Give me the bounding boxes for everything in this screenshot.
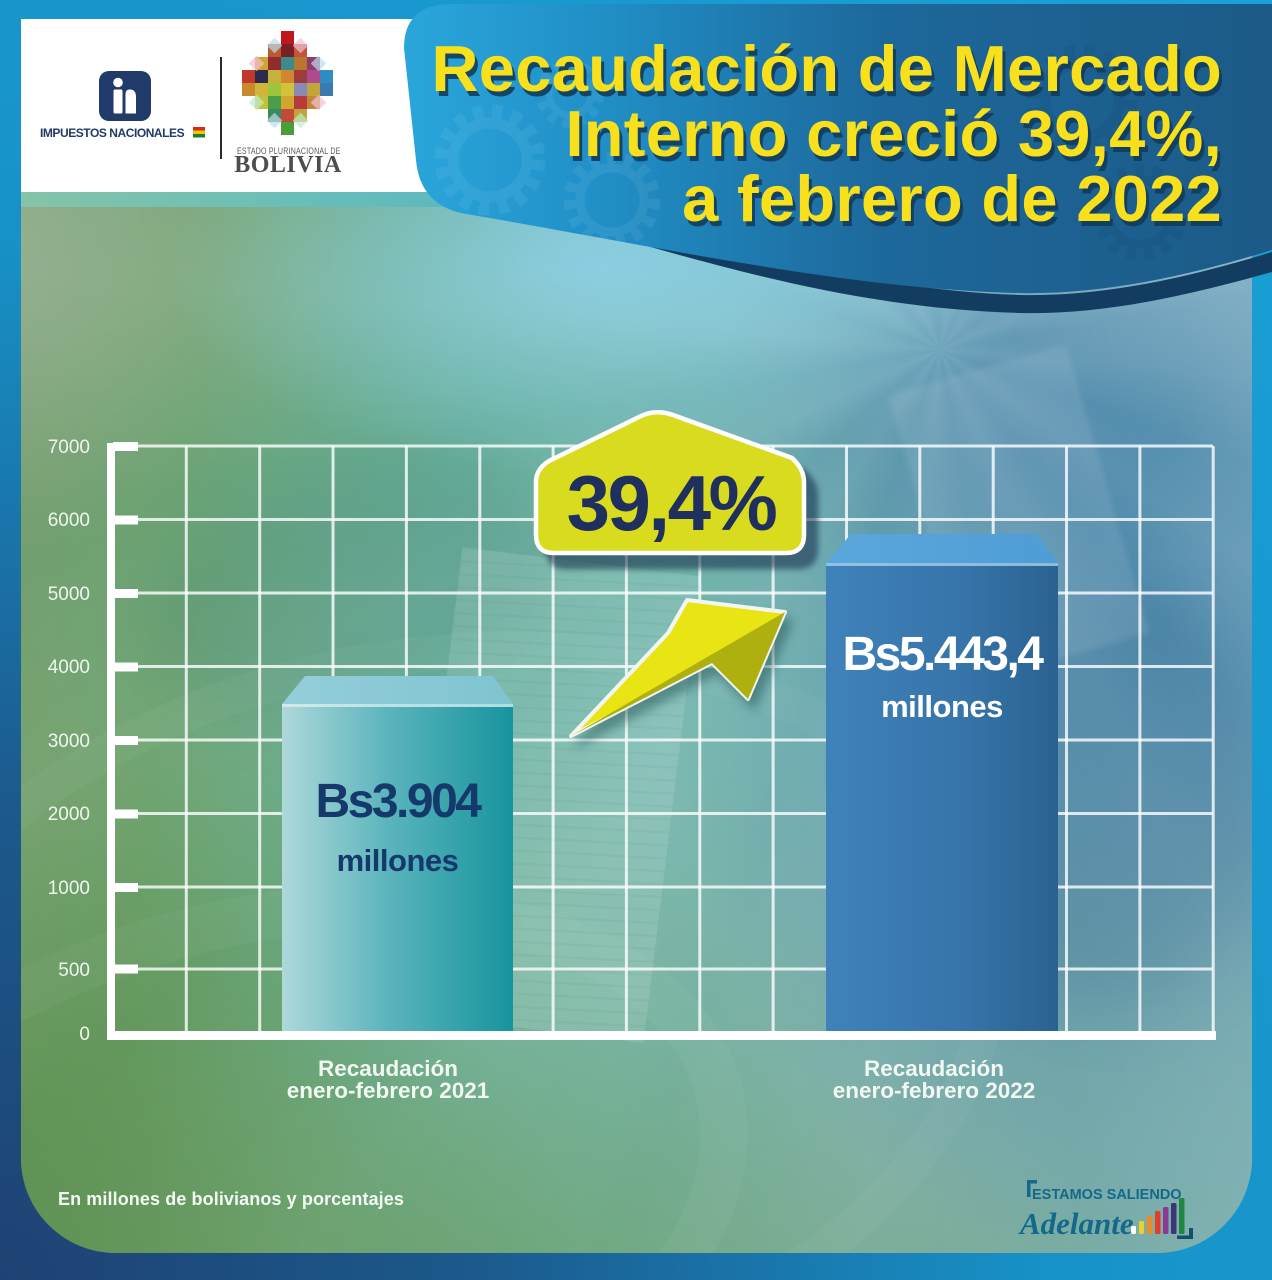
svg-text:1000: 1000 (48, 878, 90, 899)
svg-text:4000: 4000 (48, 657, 90, 678)
svg-text:5000: 5000 (48, 584, 90, 605)
svg-text:0: 0 (79, 1024, 90, 1045)
svg-text:2000: 2000 (48, 804, 90, 825)
svg-text:7000: 7000 (48, 437, 90, 458)
svg-text:ESTAMOS SALIENDO: ESTAMOS SALIENDO (1032, 1187, 1182, 1203)
svg-text:39,4%: 39,4% (567, 459, 777, 547)
svg-text:6000: 6000 (48, 510, 90, 531)
svg-text:500: 500 (58, 960, 90, 981)
svg-text:3000: 3000 (48, 731, 90, 752)
svg-text:Adelante: Adelante (1018, 1206, 1134, 1241)
